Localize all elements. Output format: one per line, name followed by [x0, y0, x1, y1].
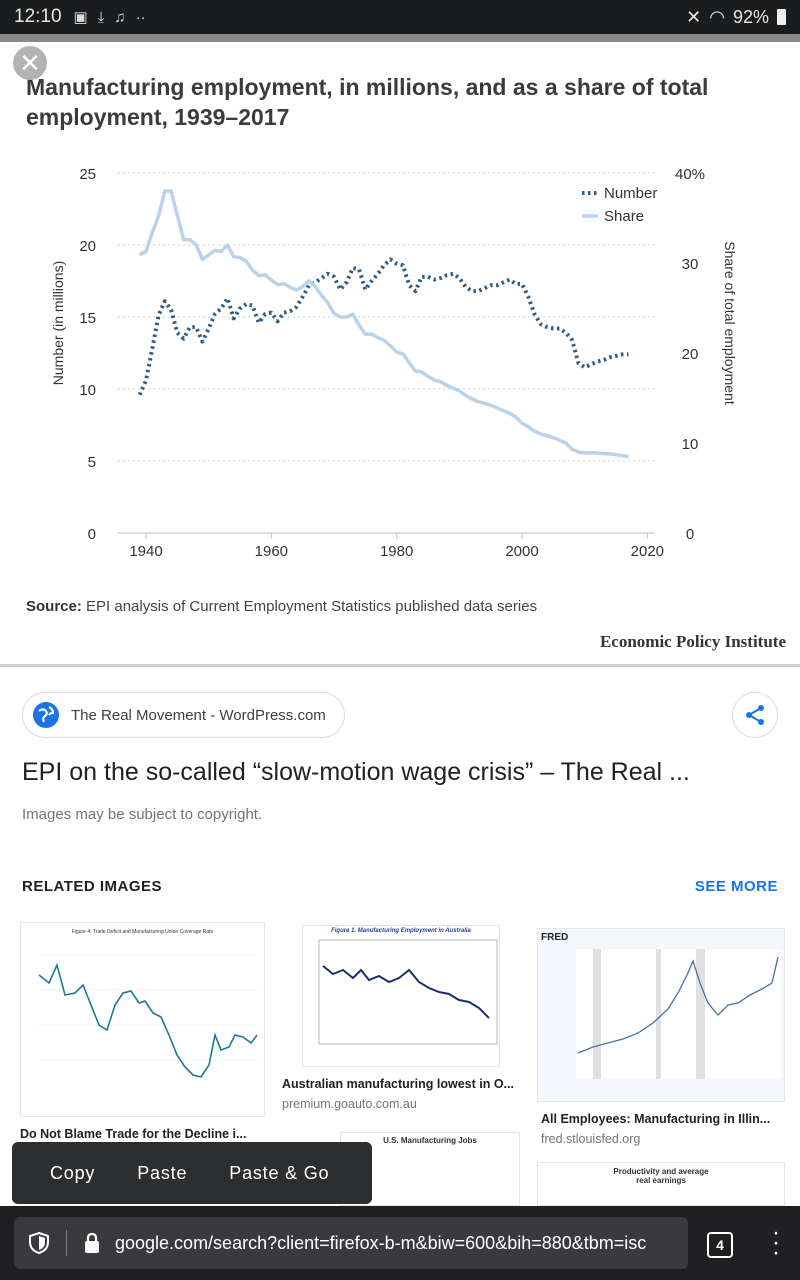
mute-icon: ✕: [686, 6, 702, 27]
legend-label-share: Share: [604, 208, 644, 225]
share-icon: [746, 705, 764, 725]
globe-icon: [33, 702, 59, 728]
related-image-5[interactable]: Productivity and average real earnings: [537, 1162, 785, 1206]
status-time: 12:10: [14, 6, 62, 27]
tabs-count-button[interactable]: 4: [707, 1232, 733, 1258]
related-image-3[interactable]: FRED: [537, 928, 785, 1102]
battery-icon: [777, 9, 786, 25]
thumb-chart-title: Figure 1. Manufacturing Employment in Au…: [331, 928, 471, 934]
series-line-share: [138, 189, 629, 459]
url-field[interactable]: google.com/search?client=firefox-b-m&biw…: [14, 1217, 688, 1269]
text-context-menu: Copy Paste Paste & Go: [12, 1142, 372, 1204]
close-icon: ✕: [19, 48, 41, 78]
overflow-menu-icon[interactable]: · · ·: [772, 1219, 780, 1266]
paste-button[interactable]: Paste: [137, 1162, 188, 1183]
related-image-1[interactable]: Figure 4: Trade Deficit and Manufacturin…: [20, 922, 265, 1117]
x-tick-label: 1980: [380, 543, 413, 560]
gallery-icon: ▣: [73, 9, 88, 26]
y-tick-label: 25: [79, 166, 96, 183]
y-tick-label: 0: [88, 526, 96, 543]
chart-credit: Economic Policy Institute: [599, 632, 786, 651]
fred-logo: FRED: [541, 932, 569, 943]
chart-title: Manufacturing employment, in millions, a…: [26, 74, 709, 130]
browser-toolbar: google.com/search?client=firefox-b-m&biw…: [0, 1206, 800, 1280]
preview-divider: [0, 664, 800, 667]
shield-icon[interactable]: [28, 1231, 50, 1255]
status-right: ✕ ◠ 92%: [686, 7, 786, 28]
thumb-chart-title: U.S. Manufacturing Jobs: [383, 1136, 477, 1145]
y-tick-label: 10: [79, 382, 96, 399]
lock-icon: [85, 1232, 99, 1253]
related-images-heading: RELATED IMAGES: [22, 878, 163, 895]
wifi-icon: ◠: [709, 6, 725, 27]
paste-and-go-button[interactable]: Paste & Go: [229, 1162, 330, 1183]
source-site-name: The Real Movement - WordPress.com: [71, 706, 326, 724]
source-site-chip[interactable]: The Real Movement - WordPress.com: [22, 692, 345, 738]
music-icon: ♫: [114, 8, 126, 26]
related-image-1-caption[interactable]: Do Not Blame Trade for the Decline i...: [20, 1127, 247, 1141]
thumb-line-chart: [576, 949, 781, 1079]
y-tick-label: 20: [79, 238, 96, 255]
thumb-chart-title: Figure 4: Trade Deficit and Manufacturin…: [71, 929, 214, 935]
related-image-3-caption[interactable]: All Employees: Manufacturing in Illin...: [541, 1112, 771, 1126]
battery-percent: 92%: [732, 6, 769, 27]
share-button[interactable]: [732, 692, 778, 738]
source-text: EPI analysis of Current Employment Stati…: [86, 598, 538, 615]
thumb-line-chart: [318, 939, 498, 1045]
related-image-2-caption[interactable]: Australian manufacturing lowest in O...: [282, 1077, 514, 1091]
y2-tick-label: 30: [682, 256, 699, 273]
notification-icons: ▣ ⤓ ♫ ··: [73, 8, 146, 27]
y2-tick-label: 0: [686, 526, 694, 543]
copy-button[interactable]: Copy: [50, 1162, 96, 1183]
y2-tick-label: 20: [682, 346, 699, 363]
related-image-3-domain: fred.stlouisfed.org: [541, 1132, 641, 1146]
chart-source: Source: EPI analysis of Current Employme…: [26, 598, 537, 615]
thumb-chart-title: Productivity and average real earnings: [613, 1167, 709, 1185]
y-tick-label: 15: [79, 310, 96, 327]
result-title-link[interactable]: EPI on the so-called “slow-motion wage c…: [22, 758, 690, 786]
y-axis-label: Number (in millions): [50, 261, 66, 385]
y2-tick-label: 10: [682, 436, 699, 453]
more-notifications-icon: ··: [135, 8, 146, 26]
x-tick-label: 2020: [631, 543, 664, 560]
status-bar: 12:10 ▣ ⤓ ♫ ·· ✕ ◠ 92%: [0, 0, 800, 34]
copyright-notice: Images may be subject to copyright.: [22, 806, 263, 823]
url-text[interactable]: google.com/search?client=firefox-b-m&biw…: [115, 1232, 647, 1253]
x-tick-label: 1940: [129, 543, 162, 560]
viewer-top-strip: [0, 34, 800, 42]
x-tick-label: 1960: [255, 543, 288, 560]
close-preview-button[interactable]: ✕: [13, 46, 47, 80]
related-image-2[interactable]: Figure 1. Manufacturing Employment in Au…: [302, 925, 500, 1067]
y2-axis-label: Share of total employment: [722, 241, 738, 405]
y2-tick-label: 40%: [675, 166, 705, 183]
legend-label-number: Number: [604, 185, 657, 202]
series-line-number: [137, 257, 629, 396]
employment-chart: 0 5 10 15 20 25 0 10 20 30 40% 1940 1960 1980 2000 2020…: [50, 166, 738, 560]
y-tick-label: 5: [88, 454, 96, 471]
thumb-line-chart: [36, 954, 261, 1078]
download-icon: ⤓: [97, 8, 105, 26]
url-separator: [66, 1230, 67, 1256]
related-image-2-domain: premium.goauto.com.au: [282, 1097, 417, 1111]
source-label: Source:: [26, 598, 82, 615]
x-tick-label: 2000: [505, 543, 538, 560]
see-more-link[interactable]: SEE MORE: [694, 878, 778, 895]
